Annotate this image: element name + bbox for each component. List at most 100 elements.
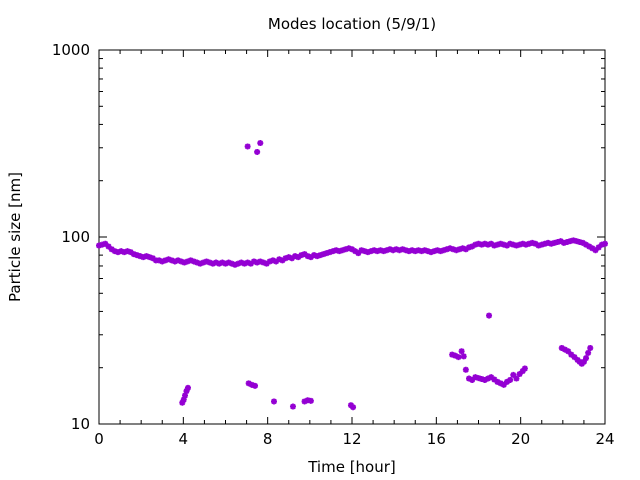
data-point: [390, 247, 397, 254]
data-point: [307, 254, 314, 261]
data-point: [311, 252, 318, 259]
data-point: [159, 258, 166, 265]
data-point: [179, 399, 186, 406]
data-point: [475, 375, 482, 382]
data-point: [521, 365, 528, 372]
data-point: [589, 245, 596, 252]
y-tick-label: 10: [71, 415, 90, 433]
data-point: [143, 253, 150, 260]
data-point: [270, 398, 277, 405]
data-point: [216, 260, 223, 267]
x-tick-label: 24: [595, 430, 614, 448]
data-point: [320, 251, 327, 258]
data-point: [560, 239, 567, 246]
x-tick-label: 8: [263, 430, 273, 448]
data-point: [519, 240, 526, 247]
x-tick-label: 12: [342, 430, 361, 448]
data-point: [269, 257, 276, 264]
data-point: [418, 248, 425, 255]
data-point: [149, 255, 156, 262]
data-point: [276, 256, 283, 263]
data-point: [187, 257, 194, 264]
data-point: [494, 241, 501, 248]
data-point: [245, 380, 252, 387]
data-point: [570, 237, 577, 244]
data-point: [541, 240, 548, 247]
data-point: [585, 349, 592, 356]
data-point: [140, 254, 147, 261]
data-point: [466, 244, 473, 251]
data-point: [118, 248, 125, 255]
data-point: [184, 258, 191, 265]
data-point: [580, 358, 587, 365]
data-point: [434, 247, 441, 254]
data-point: [250, 258, 257, 265]
x-tick-label: 0: [94, 430, 104, 448]
data-point: [339, 247, 346, 254]
data-point: [452, 352, 459, 359]
x-tick-label: 16: [427, 430, 446, 448]
data-point: [455, 354, 462, 361]
data-point: [374, 248, 381, 255]
data-point: [182, 392, 189, 399]
data-point: [345, 245, 352, 252]
data-point: [247, 260, 254, 267]
data-point: [486, 312, 493, 319]
data-point: [526, 240, 533, 247]
data-point: [399, 246, 406, 253]
data-point: [592, 247, 599, 254]
data-point: [472, 241, 479, 248]
y-axis: 10 100 1000: [52, 41, 605, 433]
data-point: [532, 240, 539, 247]
data-point: [557, 238, 564, 245]
data-point: [488, 240, 495, 247]
data-point: [510, 241, 517, 248]
data-point: [326, 249, 333, 256]
data-point: [579, 239, 586, 246]
data-point: [263, 260, 270, 267]
data-point: [586, 243, 593, 250]
data-point: [595, 244, 602, 251]
data-point: [137, 253, 144, 260]
data-point: [355, 250, 362, 257]
data-point: [260, 259, 267, 266]
data-point: [453, 247, 460, 254]
data-point: [371, 247, 378, 254]
data-point: [466, 375, 473, 382]
data-point: [587, 344, 594, 351]
data-point: [437, 248, 444, 255]
data-point: [279, 257, 286, 264]
data-point: [529, 239, 536, 246]
data-point: [102, 240, 109, 247]
data-point: [383, 247, 390, 254]
data-point: [127, 249, 134, 256]
data-point: [130, 251, 137, 258]
data-point: [301, 251, 308, 258]
data-point: [248, 381, 255, 388]
data-point: [478, 241, 485, 248]
data-point: [156, 257, 163, 264]
data-point: [396, 247, 403, 254]
data-point: [213, 259, 220, 266]
data-point: [507, 376, 514, 383]
data-point: [497, 240, 504, 247]
data-point: [146, 254, 153, 261]
data-point: [349, 246, 355, 253]
data-point: [469, 376, 476, 383]
data-point: [421, 247, 428, 254]
data-point: [538, 241, 545, 248]
data-point: [238, 259, 245, 266]
data-point: [478, 376, 485, 383]
data-point: [225, 259, 232, 266]
data-point: [380, 248, 387, 255]
data-point: [497, 380, 504, 387]
data-point: [443, 246, 450, 253]
data-point: [333, 247, 340, 254]
plot-frame: [98, 49, 606, 425]
data-point: [469, 243, 476, 250]
data-point: [231, 261, 238, 268]
data-point: [458, 348, 465, 355]
data-point: [484, 241, 491, 248]
data-point: [235, 260, 242, 267]
data-point: [162, 257, 169, 264]
